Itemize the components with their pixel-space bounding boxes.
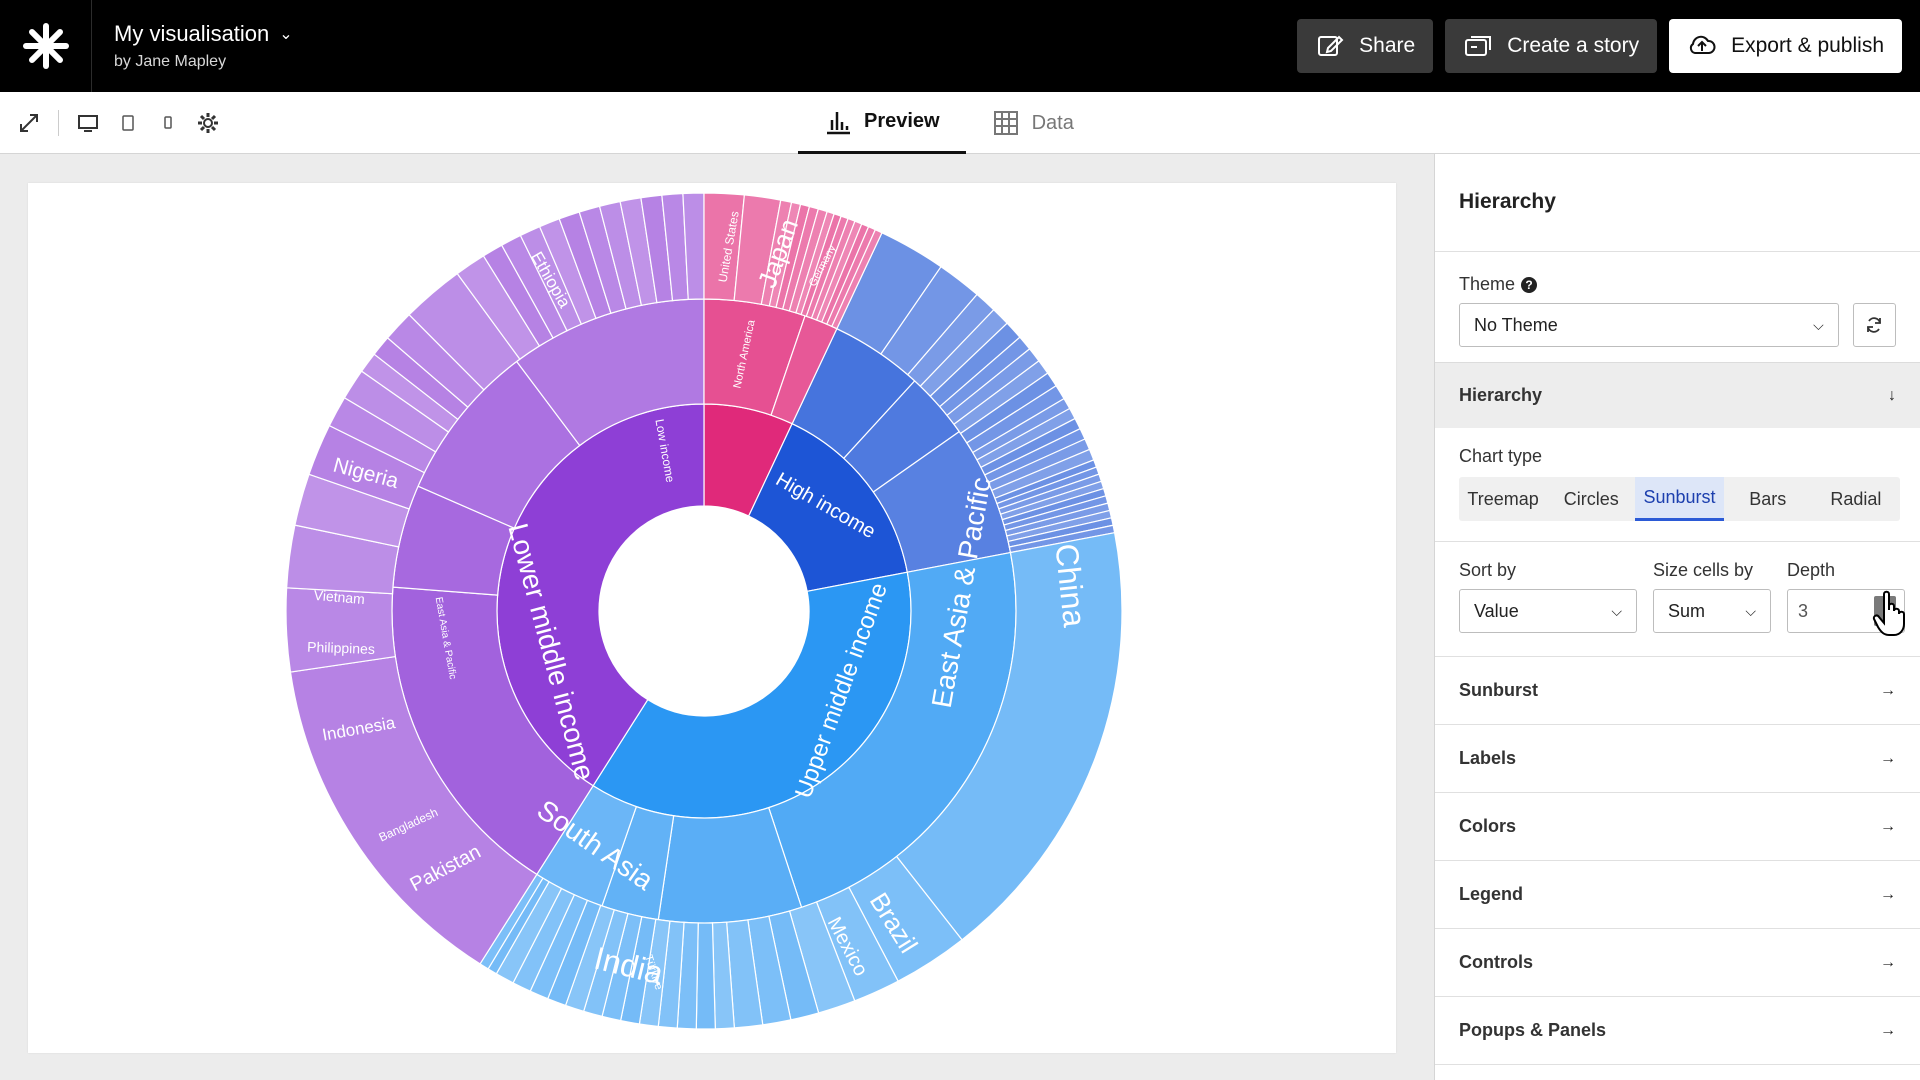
title-block: My visualisation ⌄ by Jane Mapley [114,21,293,71]
sort-by-value: Value [1474,600,1519,621]
help-icon[interactable]: ? [1521,276,1538,293]
tablet-view-icon[interactable] [117,112,139,134]
section-sunburst[interactable]: Sunburst → [1435,657,1920,725]
sunburst-segment-level3[interactable] [831,228,883,330]
visualisation-title[interactable]: My visualisation ⌄ [114,21,293,47]
center-hole [599,506,809,716]
country-label: Vietnam [313,587,365,607]
section-label: Labels [1459,748,1517,768]
chevron-down-icon: ⌵ [1745,602,1756,619]
chart-type-circles[interactable]: Circles [1563,488,1619,509]
create-story-button[interactable]: Create a story [1445,19,1658,73]
country-label: Philippines [307,639,375,657]
section-labels[interactable]: Labels → [1435,725,1920,793]
top-bar: My visualisation ⌄ by Jane Mapley Share … [0,0,1920,92]
export-publish-button[interactable]: Export & publish [1669,19,1902,73]
grid-icon [993,111,1018,135]
chart-type-label: Chart type [1459,446,1543,466]
asterisk-logo-icon [22,23,69,69]
section-label: Popups & Panels [1459,1020,1607,1040]
share-button[interactable]: Share [1297,19,1434,73]
hierarchy-section-label: Hierarchy [1459,385,1543,405]
theme-row: No Theme ⌵ [1459,303,1896,347]
tab-data[interactable]: Data [966,92,1100,154]
desktop-view-icon[interactable] [77,112,99,134]
chart-type-section: Chart type Treemap Circles Sunburst Bars… [1435,428,1920,542]
share-label: Share [1359,34,1416,57]
sort-by-select[interactable]: Value ⌵ [1459,589,1637,633]
size-cells-field: Size cells by Sum ⌵ [1653,560,1771,633]
tab-data-label: Data [1031,111,1074,134]
tab-preview-label: Preview [864,110,940,132]
section-label: Controls [1459,952,1533,972]
size-cells-label: Size cells by [1653,560,1754,580]
arrow-right-icon: → [1880,749,1896,767]
view-tabs: Preview Data [798,92,1100,154]
size-cells-select[interactable]: Sum ⌵ [1653,589,1771,633]
app-logo[interactable] [0,0,92,92]
sunburst-segment-level3[interactable] [695,922,716,1030]
chart-type-treemap[interactable]: Treemap [1467,488,1539,509]
story-icon [1465,36,1492,56]
depth-value: 3 [1798,600,1809,621]
author-line: by Jane Mapley [114,53,227,70]
expand-icon[interactable] [18,112,40,134]
sort-grid: Sort by Value ⌵ Size cells by Sum ⌵ Dept… [1459,560,1905,633]
chevron-down-icon: ⌵ [1813,316,1824,333]
settings-panel: Hierarchy Theme ? No Theme ⌵ Hierarchy ↓… [1434,154,1920,1080]
section-legend[interactable]: Legend → [1435,861,1920,929]
arrow-right-icon: → [1880,681,1896,699]
section-controls[interactable]: Controls → [1435,929,1920,997]
refresh-theme-button[interactable] [1852,303,1896,347]
section-popups-panels[interactable]: Popups & Panels → [1435,997,1920,1065]
edit-share-icon [1318,35,1344,56]
depth-input[interactable]: 3 [1787,589,1905,633]
visualisation-title-text: My visualisation [114,21,270,46]
chart-type-bars[interactable]: Bars [1749,488,1787,509]
size-cells-value: Sum [1668,600,1706,621]
arrow-right-icon: → [1880,1021,1896,1039]
theme-select[interactable]: No Theme ⌵ [1459,303,1839,347]
country-label: China [1048,542,1093,629]
depth-label: Depth [1787,560,1836,580]
view-tools [18,92,219,154]
chart-type-radial[interactable]: Radial [1830,488,1882,509]
tab-preview[interactable]: Preview [798,92,966,154]
chart-type-sunburst[interactable]: Sunburst [1635,477,1724,521]
arrow-right-icon: → [1880,817,1896,835]
divider [58,110,59,136]
depth-field: Depth 3 [1787,560,1905,633]
chevron-down-icon: ⌄ [279,26,293,43]
section-label: Legend [1459,884,1524,904]
gear-icon[interactable] [197,112,219,134]
top-actions: Share Create a story Export & publish [1297,19,1902,73]
sort-section: Sort by Value ⌵ Size cells by Sum ⌵ Dept… [1435,542,1920,657]
section-colors[interactable]: Colors → [1435,793,1920,861]
depth-stepper[interactable] [1874,596,1896,626]
panel-title: Hierarchy [1435,154,1920,252]
theme-label-row: Theme ? [1459,274,1896,295]
sort-by-label: Sort by [1459,560,1517,580]
hierarchy-section-header[interactable]: Hierarchy ↓ [1435,362,1920,428]
chart-canvas: High income Upper middle income Lower midd… [28,183,1396,1053]
chart-type-selector: Treemap Circles Sunburst Bars Radial [1459,477,1900,521]
theme-section: Theme ? No Theme ⌵ [1435,252,1920,362]
bar-chart-icon [827,111,850,134]
arrow-right-icon: → [1880,953,1896,971]
arrow-right-icon: → [1880,885,1896,903]
section-label: Colors [1459,816,1517,836]
arrow-down-icon: ↓ [1888,386,1896,404]
create-story-label: Create a story [1507,34,1640,57]
theme-label: Theme [1459,274,1516,294]
chevron-down-icon: ⌵ [1611,602,1622,619]
export-publish-label: Export & publish [1731,34,1884,57]
sort-by-field: Sort by Value ⌵ [1459,560,1637,633]
section-label: Sunburst [1459,680,1538,700]
cloud-upload-icon [1689,35,1716,54]
theme-value: No Theme [1474,314,1558,335]
refresh-icon [1867,317,1882,333]
sub-toolbar: Preview Data [0,92,1920,154]
mobile-view-icon[interactable] [157,112,179,134]
